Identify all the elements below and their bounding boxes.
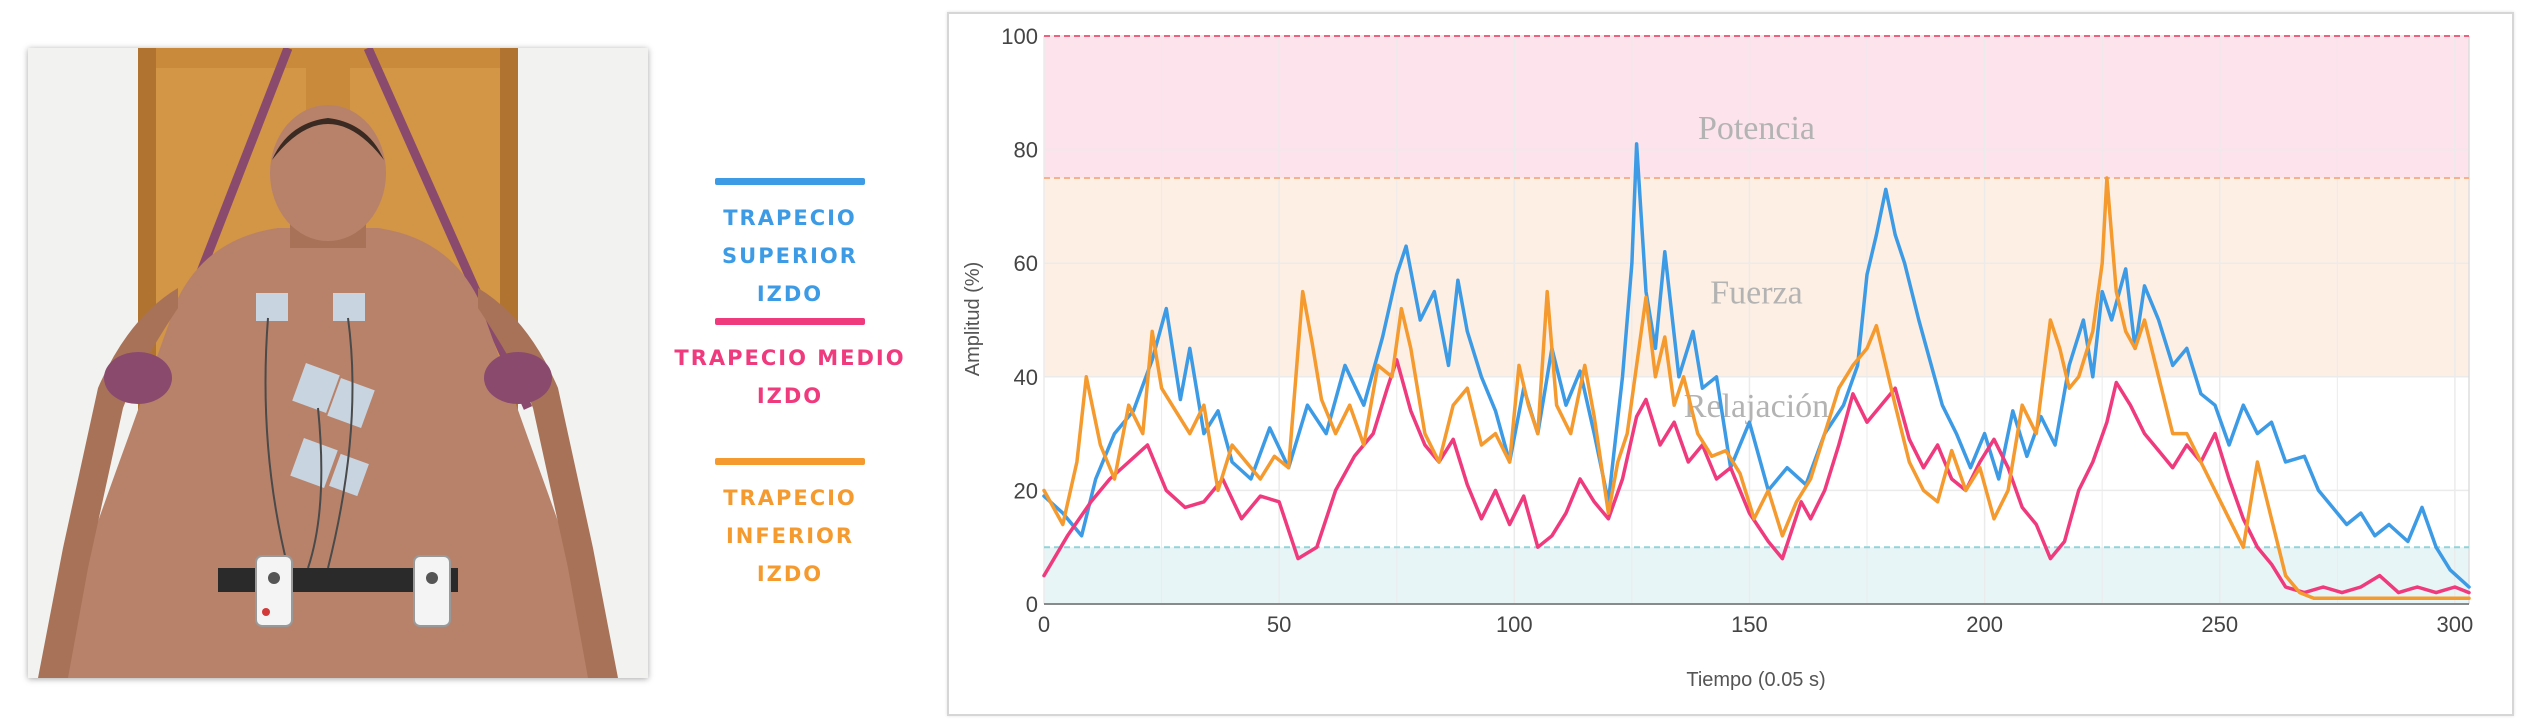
band-fuerza bbox=[1044, 178, 2469, 377]
person-back-emg-icon bbox=[28, 48, 648, 678]
legend-label: TRAPECIO MEDIO IZDO bbox=[674, 346, 906, 408]
band-relajación bbox=[1044, 547, 2469, 604]
band-label-relajación: Relajación bbox=[1684, 388, 1829, 425]
y-tick-label: 0 bbox=[1026, 592, 1038, 617]
emg-photo bbox=[28, 48, 648, 678]
electrode bbox=[327, 378, 375, 428]
electrode bbox=[292, 363, 340, 413]
bands-layer bbox=[1044, 36, 2469, 604]
band-labels-layer: Potencia Fuerza Relajación bbox=[1684, 110, 1829, 425]
sensor-right bbox=[413, 555, 451, 627]
electrode bbox=[256, 293, 288, 321]
y-tick-label: 100 bbox=[1001, 24, 1038, 49]
x-tick-label: 200 bbox=[1966, 612, 2003, 637]
legend-item-medio: TRAPECIO MEDIO IZDO bbox=[665, 318, 915, 415]
legend-item-superior: TRAPECIO SUPERIOR IZDO bbox=[665, 178, 915, 313]
head bbox=[270, 105, 386, 241]
band-label-potencia: Potencia bbox=[1698, 110, 1815, 147]
x-tick-label: 300 bbox=[2437, 612, 2474, 637]
legend-label: TRAPECIO SUPERIOR IZDO bbox=[722, 206, 858, 306]
y-tick-label: 20 bbox=[1014, 478, 1038, 503]
x-tick-label: 100 bbox=[1496, 612, 1533, 637]
band-potencia bbox=[1044, 36, 2469, 178]
legend-swatch bbox=[715, 178, 865, 185]
y-tick-label: 40 bbox=[1014, 365, 1038, 390]
y-axis-title: Amplitud (%) bbox=[962, 262, 984, 376]
x-axis-title: Tiempo (0.05 s) bbox=[1686, 669, 1825, 691]
electrode bbox=[329, 453, 369, 497]
ticks-layer: 0 50 100 150 200 250 300 0 20 40 60 80 100 bbox=[1001, 24, 2473, 637]
y-tick-label: 80 bbox=[1014, 138, 1038, 163]
emg-chart: Potencia Fuerza Relajación 0 50 100 150 200 250… bbox=[947, 12, 2514, 716]
legend-swatch bbox=[715, 318, 865, 325]
legend-swatch bbox=[715, 458, 865, 465]
x-tick-label: 150 bbox=[1731, 612, 1768, 637]
x-tick-label: 250 bbox=[2201, 612, 2238, 637]
series-layer bbox=[1042, 142, 2471, 601]
legend-label: TRAPECIO INFERIOR IZDO bbox=[723, 486, 857, 586]
series-line-2 bbox=[1042, 358, 2471, 595]
band-label-fuerza: Fuerza bbox=[1710, 275, 1803, 312]
series-line-3 bbox=[1042, 176, 2471, 601]
x-tick-label: 0 bbox=[1038, 612, 1050, 637]
electrode bbox=[333, 293, 365, 321]
electrode bbox=[290, 438, 338, 488]
sensor-left bbox=[255, 555, 293, 627]
series-line-1 bbox=[1042, 142, 2471, 589]
legend-item-inferior: TRAPECIO INFERIOR IZDO bbox=[665, 458, 915, 593]
y-tick-label: 60 bbox=[1014, 251, 1038, 276]
x-tick-label: 50 bbox=[1267, 612, 1291, 637]
